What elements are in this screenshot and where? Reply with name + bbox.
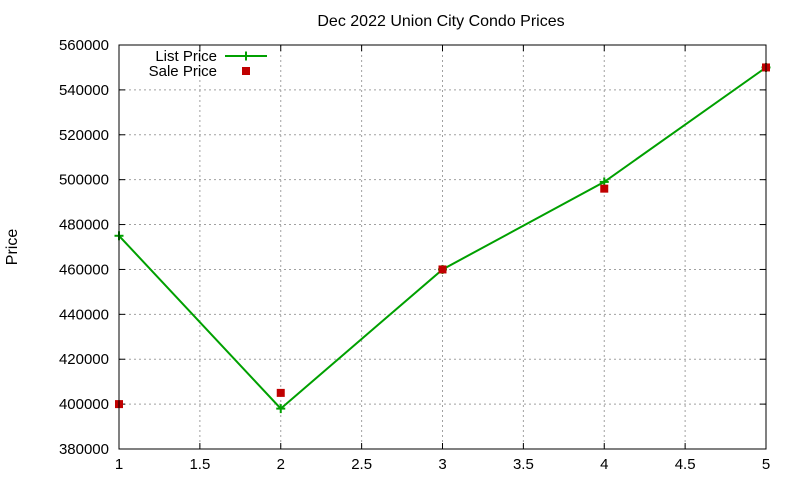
list-price-line bbox=[118, 66, 767, 410]
y-axis-label: Price bbox=[4, 229, 21, 266]
y-tick-label: 380000 bbox=[59, 441, 109, 458]
y-tick-label: 460000 bbox=[59, 261, 109, 278]
legend-sale-price-marker bbox=[242, 67, 250, 75]
legend-label-sale-price: Sale Price bbox=[149, 63, 217, 80]
y-tick-label: 400000 bbox=[59, 396, 109, 413]
x-tick-label: 1 bbox=[115, 456, 123, 473]
list-price-point bbox=[276, 404, 286, 414]
x-tick-label: 3 bbox=[438, 456, 446, 473]
axis-ticks: 1 1.5 2 2.5 3 3.5 4 4.5 5 380000 400000 420000 44000… bbox=[59, 37, 770, 473]
x-tick-label: 1.5 bbox=[189, 456, 210, 473]
y-tick-label: 420000 bbox=[59, 351, 109, 368]
sale-price-point bbox=[438, 265, 447, 274]
grid-lines bbox=[119, 45, 766, 449]
x-tick-label: 3.5 bbox=[513, 456, 534, 473]
x-tick-label: 5 bbox=[762, 456, 770, 473]
legend-list-price-marker bbox=[241, 51, 251, 61]
legend-label-list-price: List Price bbox=[155, 48, 217, 65]
y-tick-label: 440000 bbox=[59, 306, 109, 323]
y-tick-label: 520000 bbox=[59, 127, 109, 144]
x-tick-label: 4.5 bbox=[675, 456, 696, 473]
y-tick-label: 540000 bbox=[59, 82, 109, 99]
y-tick-label: 500000 bbox=[59, 172, 109, 189]
y-tick-label: 480000 bbox=[59, 217, 109, 234]
x-tick-label: 2.5 bbox=[351, 456, 372, 473]
y-tick-label: 560000 bbox=[59, 37, 109, 54]
sale-price-point bbox=[276, 388, 285, 397]
plot-frame bbox=[118, 44, 767, 450]
x-tick-label: 4 bbox=[600, 456, 608, 473]
chart-title: Dec 2022 Union City Condo Prices bbox=[317, 13, 564, 30]
x-tick-label: 2 bbox=[277, 456, 285, 473]
sale-price-point bbox=[600, 184, 609, 193]
